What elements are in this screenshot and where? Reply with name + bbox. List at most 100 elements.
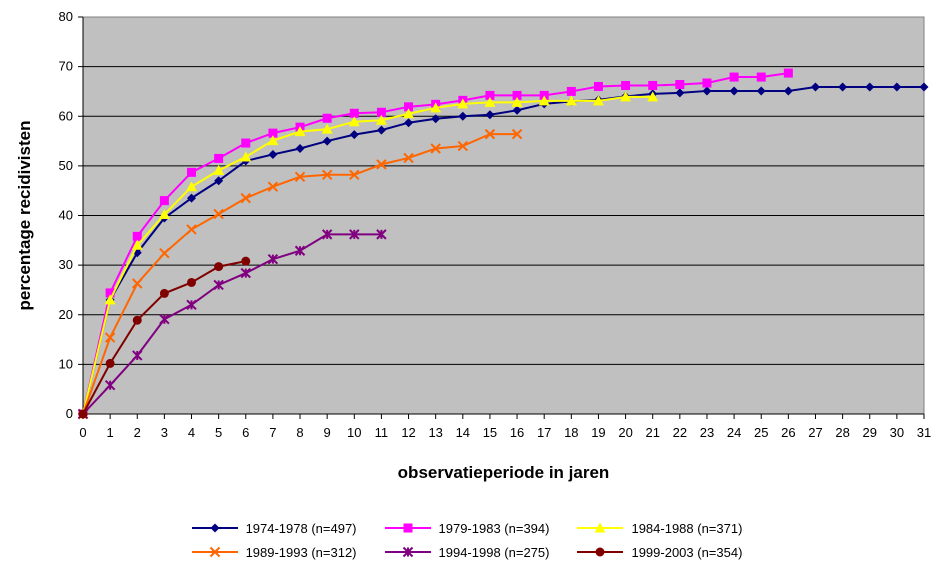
legend-marker <box>403 523 413 533</box>
data-point <box>404 118 414 128</box>
data-point <box>810 82 820 92</box>
x-tick-label: 28 <box>835 425 849 440</box>
data-point <box>512 90 522 100</box>
data-point <box>592 95 604 106</box>
data-point <box>376 229 387 240</box>
series-line <box>82 233 382 415</box>
x-tick-label: 0 <box>79 425 86 440</box>
x-tick-label: 8 <box>296 425 303 440</box>
x-tick-label: 29 <box>863 425 877 440</box>
data-point <box>403 108 415 119</box>
data-point <box>430 143 441 154</box>
data-point <box>838 82 848 92</box>
data-point <box>132 278 143 289</box>
data-point <box>457 140 469 152</box>
y-axis-title: percentage recidivisten <box>15 121 34 311</box>
legend-swatch <box>191 523 238 533</box>
x-tick-label: 11 <box>375 425 389 440</box>
legend-swatch <box>577 522 624 533</box>
x-tick-label: 19 <box>591 425 605 440</box>
legend-swatch <box>191 546 238 558</box>
data-point <box>268 149 278 159</box>
y-tick-label: 30 <box>59 257 73 272</box>
legend-label: 1994-1998 (n=275) <box>438 544 550 560</box>
data-point <box>729 72 739 82</box>
data-point <box>105 288 115 298</box>
legend-label: 1999-2003 (n=354) <box>631 544 743 560</box>
data-point <box>321 169 333 181</box>
series-line <box>82 95 653 415</box>
data-point <box>349 108 359 118</box>
data-point <box>158 209 170 220</box>
data-point <box>565 95 577 106</box>
data-point <box>430 102 442 113</box>
legend-swatch <box>577 547 624 557</box>
legend-item: 1994-1998 (n=275) <box>383 544 550 560</box>
x-tick-label: 13 <box>428 425 442 440</box>
data-point <box>294 171 306 182</box>
data-point <box>186 299 197 311</box>
x-tick-label: 12 <box>401 425 415 440</box>
data-point <box>267 253 279 265</box>
data-point <box>321 123 333 134</box>
legend-item: 1984-1988 (n=371) <box>575 521 742 536</box>
data-point <box>458 111 468 121</box>
y-tick-label: 20 <box>59 307 73 322</box>
data-point <box>511 96 523 107</box>
data-point <box>131 239 143 250</box>
legend-label: 1979-1983 (n=394) <box>438 520 550 536</box>
data-point <box>186 224 197 235</box>
x-tick-label: 6 <box>242 425 249 440</box>
data-point <box>268 128 278 138</box>
data-point <box>511 128 523 140</box>
data-point <box>104 332 116 343</box>
data-point <box>484 96 496 107</box>
data-point <box>321 229 333 240</box>
data-point <box>159 314 170 325</box>
x-tick-label: 4 <box>188 425 195 440</box>
data-point <box>783 86 793 96</box>
data-point <box>376 107 386 117</box>
y-tick-label: 60 <box>59 108 73 123</box>
data-point <box>295 144 305 154</box>
legend-swatch <box>384 546 431 558</box>
data-point <box>349 169 360 181</box>
data-point <box>675 79 685 89</box>
x-tick-label: 21 <box>645 425 659 440</box>
y-tick-label: 50 <box>59 158 73 173</box>
data-point <box>729 86 739 96</box>
data-point <box>485 90 495 100</box>
x-tick-label: 31 <box>917 425 931 440</box>
x-tick-label: 7 <box>269 425 276 440</box>
x-tick-label: 9 <box>324 425 331 440</box>
data-point <box>159 196 169 206</box>
data-point <box>484 128 496 140</box>
data-point <box>187 193 197 203</box>
data-point <box>241 138 251 148</box>
data-point <box>240 267 251 279</box>
legend-item: 1999-2003 (n=354) <box>575 545 742 560</box>
x-tick-label: 23 <box>700 425 714 440</box>
data-point <box>538 95 550 106</box>
x-tick-label: 27 <box>808 425 822 440</box>
y-tick-label: 40 <box>59 208 73 223</box>
data-point <box>566 86 576 96</box>
data-point <box>104 380 116 391</box>
data-point <box>647 91 659 102</box>
x-tick-label: 20 <box>618 425 632 440</box>
data-point <box>375 114 387 125</box>
legend-row: 1974-1978 (n=497) 1979-1983 (n=394) 1984-1… <box>0 516 932 540</box>
data-point <box>756 86 766 96</box>
data-point <box>865 82 875 92</box>
data-point <box>431 114 441 124</box>
legend-label: 1974-1978 (n=497) <box>245 520 357 536</box>
data-point <box>404 102 414 112</box>
data-point <box>348 116 360 127</box>
data-point <box>132 350 143 361</box>
data-point <box>702 86 712 96</box>
x-tick-label: 17 <box>537 425 551 440</box>
data-point <box>159 248 170 259</box>
y-tick-label: 0 <box>66 406 73 421</box>
